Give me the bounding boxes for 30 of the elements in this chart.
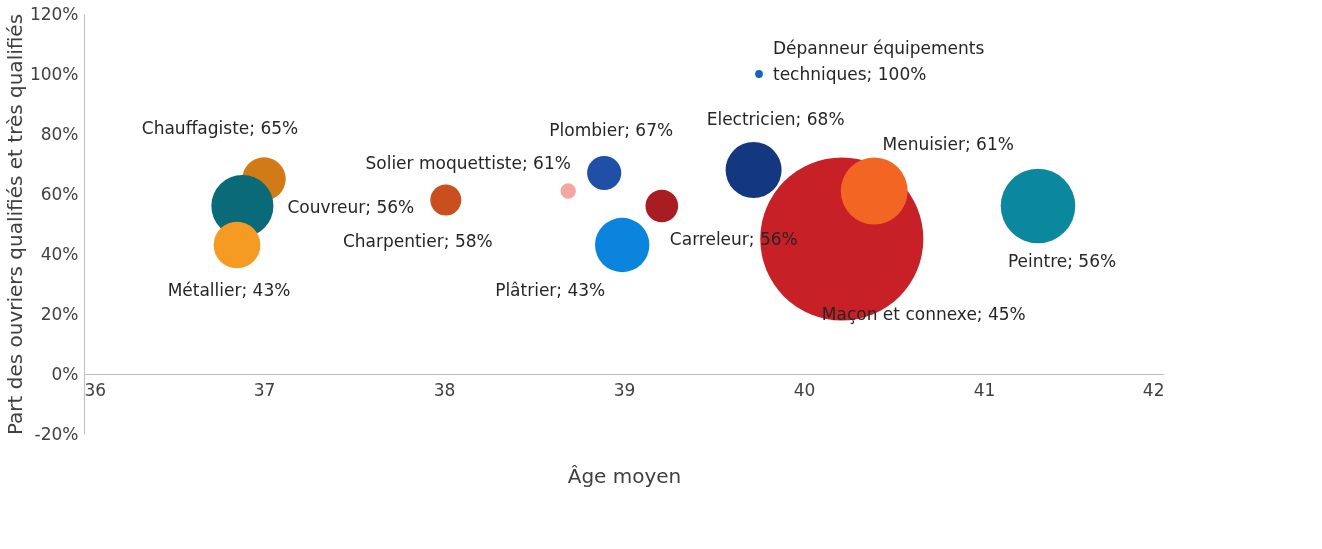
data-label: Solier moquettiste; 61% [365,153,571,173]
x-tick-label: 38 [433,379,456,400]
y-tick-label: 120% [29,3,79,24]
y-tick-label: 0% [51,363,79,384]
data-label: Couvreur; 56% [287,197,415,217]
data-label: Plâtrier; 43% [495,280,606,300]
data-label: Chauffagiste; 65% [141,118,299,138]
data-label: Dépanneur équipements techniques; 100% [773,38,985,84]
y-tick-label: 40% [40,243,79,264]
y-tick-label: 20% [40,303,79,324]
y-tick-label: -20% [34,423,79,444]
y-tick-label: 80% [40,123,79,144]
x-axis-title: Âge moyen [567,463,682,488]
x-tick-label: 42 [1142,379,1165,400]
data-label: Métallier; 43% [167,280,291,300]
data-label: Charpentier; 58% [342,231,493,251]
x-tick-label: 37 [253,379,276,400]
data-label: Maçon et connexe; 45% [821,304,1026,324]
data-label: Carreleur; 56% [669,229,798,249]
data-label: Menuisier; 61% [882,134,1014,154]
y-axis-title: Part des ouvriers qualifiés et très qualifiés [2,13,27,436]
x-tick-label: 40 [793,379,816,400]
data-label: Peintre; 56% [1007,251,1117,271]
data-label: Plombier; 67% [549,120,674,140]
y-tick-label: 60% [40,183,79,204]
x-tick-label: 41 [973,379,996,400]
y-tick-label: 100% [29,63,79,84]
x-tick-label: 39 [613,379,636,400]
data-label: Electricien; 68% [706,109,845,129]
x-tick-label: 36 [84,379,107,400]
